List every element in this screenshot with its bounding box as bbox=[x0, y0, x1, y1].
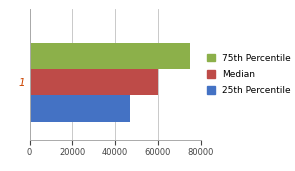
Legend: 75th Percentile, Median, 25th Percentile: 75th Percentile, Median, 25th Percentile bbox=[207, 54, 291, 95]
Bar bbox=[30, 95, 130, 122]
Bar bbox=[30, 43, 190, 69]
Bar bbox=[30, 69, 158, 95]
